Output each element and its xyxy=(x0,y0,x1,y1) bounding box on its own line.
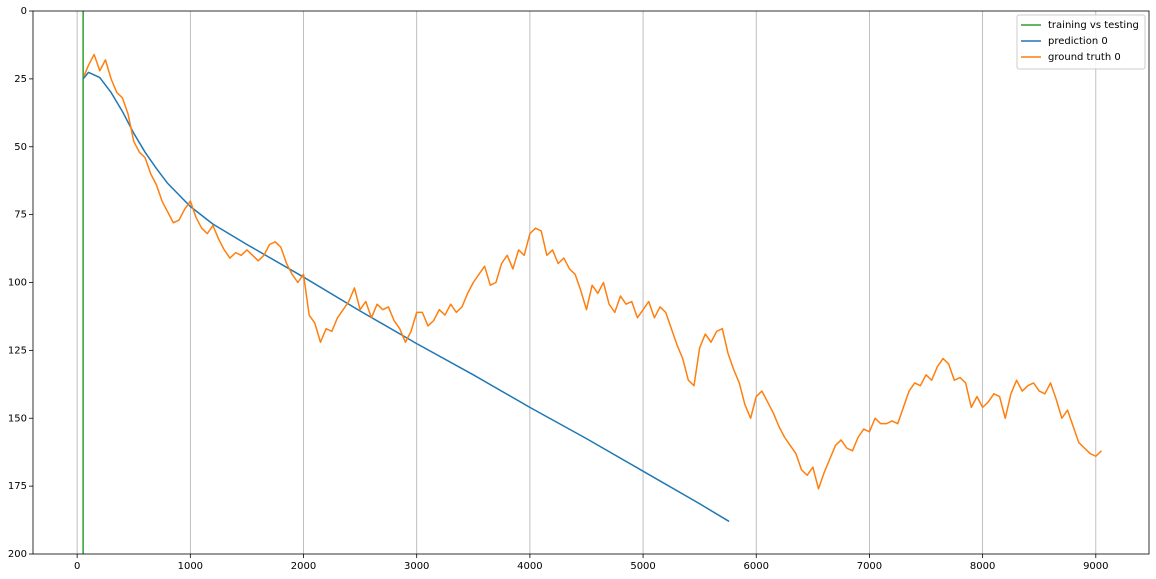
x-tick-label: 2000 xyxy=(291,561,316,572)
x-tick-label: 8000 xyxy=(970,561,995,572)
x-tick-label: 5000 xyxy=(630,561,655,572)
x-tick-label: 9000 xyxy=(1083,561,1108,572)
x-tick-label: 1000 xyxy=(178,561,203,572)
y-tick-label: 150 xyxy=(8,413,27,424)
legend-label: ground truth 0 xyxy=(1048,52,1121,63)
legend-label: prediction 0 xyxy=(1048,36,1108,47)
y-tick-label: 0 xyxy=(21,6,27,17)
series-line xyxy=(83,53,1102,490)
y-tick-label: 75 xyxy=(14,210,27,221)
x-tick-label: 3000 xyxy=(404,561,429,572)
y-tick-label: 100 xyxy=(8,278,27,289)
y-tick-label: 125 xyxy=(8,345,27,356)
y-tick-label: 25 xyxy=(14,74,27,85)
x-tick-label: 7000 xyxy=(857,561,882,572)
x-tick-label: 0 xyxy=(74,561,80,572)
x-tick-label: 4000 xyxy=(517,561,542,572)
y-tick-label: 50 xyxy=(14,142,27,153)
legend-box xyxy=(1016,14,1146,70)
legend-label: training vs testing xyxy=(1048,20,1139,31)
x-tick-label: 6000 xyxy=(744,561,769,572)
series-line xyxy=(82,71,730,523)
legend: training vs testing prediction 0 ground tr… xyxy=(1016,14,1146,70)
y-tick-label: 175 xyxy=(8,481,27,492)
y-tick-label: 200 xyxy=(8,549,27,560)
plot-frame xyxy=(32,10,1150,555)
